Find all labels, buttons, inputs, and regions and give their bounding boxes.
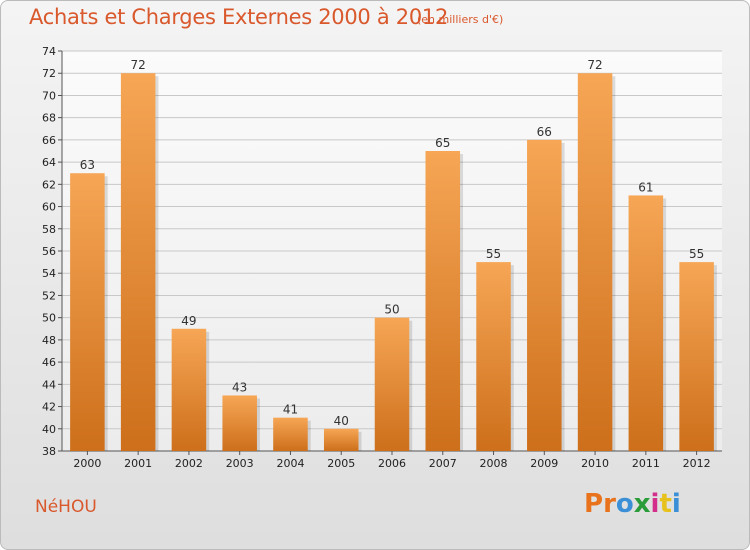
bar [527, 139, 562, 451]
y-tick-label: 62 [42, 178, 56, 191]
y-tick-label: 68 [42, 112, 56, 125]
commune-name: NéHOU [35, 497, 97, 517]
y-tick-label: 50 [42, 312, 56, 325]
bar [222, 395, 257, 451]
y-tick-label: 44 [42, 378, 56, 391]
y-tick-label: 48 [42, 334, 56, 347]
y-tick-label: 72 [42, 67, 56, 80]
y-tick-label: 56 [42, 245, 56, 258]
logo-letter: o [615, 489, 634, 519]
bar-value-label: 50 [384, 303, 399, 317]
y-tick-label: 64 [42, 156, 56, 169]
bar-value-label: 55 [486, 247, 501, 261]
y-tick-label: 52 [42, 289, 56, 302]
bar [323, 428, 359, 451]
bar [476, 262, 511, 451]
y-tick-label: 58 [42, 223, 56, 236]
bar-value-label: 61 [638, 180, 653, 194]
y-tick-label: 66 [42, 134, 56, 147]
x-tick-label: 2005 [327, 457, 355, 470]
bar [70, 173, 105, 451]
y-tick-label: 54 [42, 267, 56, 280]
x-tick-label: 2011 [632, 457, 660, 470]
bar [374, 317, 410, 451]
logo-letter: i [650, 489, 660, 519]
bar [425, 151, 461, 451]
y-tick-label: 42 [42, 401, 56, 414]
chart-subtitle: (en milliers d'€) [417, 13, 504, 26]
x-tick-label: 2009 [530, 457, 558, 470]
bar-value-label: 63 [80, 158, 95, 172]
bar-value-label: 41 [283, 403, 298, 417]
bar-value-label: 40 [334, 414, 349, 428]
x-tick-label: 2001 [124, 457, 152, 470]
y-tick-label: 46 [42, 356, 56, 369]
bar-value-label: 72 [587, 58, 602, 72]
x-tick-label: 2007 [429, 457, 457, 470]
y-tick-label: 60 [42, 201, 56, 214]
y-tick-label: 74 [42, 45, 56, 58]
x-tick-label: 2004 [276, 457, 304, 470]
proxiti-logo[interactable]: Proxiti [584, 489, 681, 519]
bar [273, 417, 308, 451]
bar-value-label: 72 [131, 58, 146, 72]
logo-letter: i [671, 489, 681, 519]
bar-value-label: 49 [181, 314, 196, 328]
logo-letter: x [633, 489, 651, 519]
x-tick-label: 2010 [581, 457, 609, 470]
bar-value-label: 55 [689, 247, 704, 261]
bar-value-label: 43 [232, 380, 247, 394]
bar-value-label: 66 [537, 125, 552, 139]
bar [171, 328, 207, 451]
logo-letter: r [603, 489, 616, 519]
y-tick-label: 40 [42, 423, 56, 436]
x-tick-label: 2006 [378, 457, 406, 470]
y-tick-label: 70 [42, 89, 56, 102]
x-tick-label: 2008 [480, 457, 508, 470]
logo-letter: t [659, 489, 672, 519]
bar [120, 73, 156, 451]
logo-letter: P [584, 489, 604, 519]
bar [577, 73, 613, 451]
bar-value-label: 65 [435, 136, 450, 150]
y-tick-label: 38 [42, 445, 56, 458]
x-tick-label: 2003 [226, 457, 254, 470]
x-tick-label: 2002 [175, 457, 203, 470]
bar [628, 195, 664, 451]
bar [679, 262, 714, 451]
x-tick-label: 2000 [73, 457, 101, 470]
x-tick-label: 2012 [683, 457, 711, 470]
chart-title: Achats et Charges Externes 2000 à 2012 [29, 5, 449, 29]
